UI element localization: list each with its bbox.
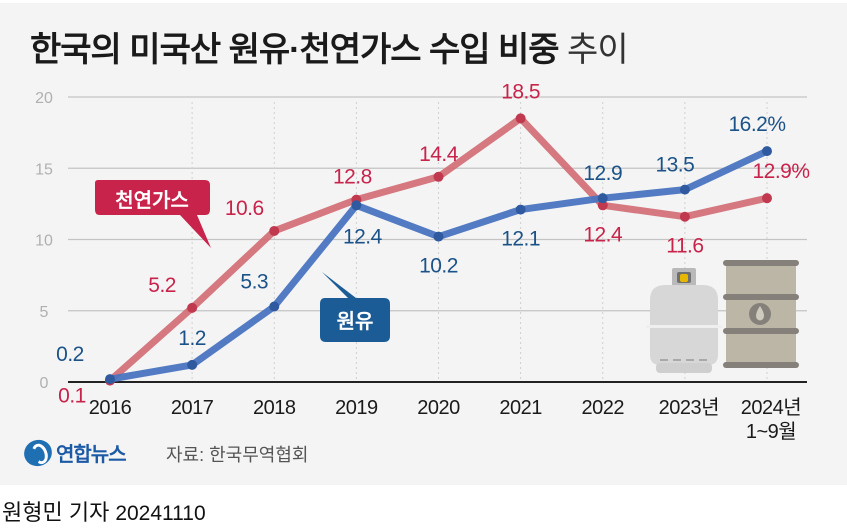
- data-label-oil: 13.5: [655, 154, 694, 177]
- data-point-gas: [433, 171, 444, 182]
- y-tick-label: 0: [40, 375, 49, 392]
- x-tick-label: 2021: [499, 397, 542, 419]
- title-main: 한국의 미국산 원유·천연가스 수입 비중: [30, 31, 560, 69]
- x-tick-label: 2024년: [741, 396, 801, 419]
- data-label-oil: 12.1: [501, 228, 540, 251]
- data-source: 자료: 한국무역협회: [166, 445, 309, 465]
- data-point-oil: [515, 204, 526, 215]
- x-tick-label: 2017: [171, 397, 214, 419]
- data-point-oil: [105, 374, 115, 385]
- gas-cylinder-icon: [646, 268, 722, 373]
- data-label-gas: 5.2: [148, 274, 176, 297]
- data-label-gas: 12.8: [333, 166, 372, 189]
- data-point-oil: [762, 146, 772, 157]
- chart-panel: [0, 3, 847, 485]
- data-label-oil: 1.2: [178, 327, 206, 350]
- data-point-gas: [515, 113, 526, 124]
- y-tick-label: 15: [35, 161, 53, 178]
- data-point-gas: [679, 211, 690, 222]
- data-label-oil: 12.9: [583, 162, 622, 185]
- data-label-gas: 14.4: [419, 143, 459, 166]
- data-label-gas: 12.9%: [752, 160, 809, 183]
- data-label-oil: 12.4: [343, 225, 383, 248]
- yonhap-logo-icon: [20, 435, 56, 470]
- legend-gas-label: 천연가스: [115, 189, 189, 212]
- data-point-gas: [187, 302, 198, 313]
- data-label-oil: 0.2: [56, 343, 84, 366]
- chart-title: 한국의 미국산 원유·천연가스 수입 비중 추이: [30, 22, 629, 71]
- x-tick-label: 2016: [89, 397, 132, 419]
- data-point-oil: [269, 301, 280, 312]
- data-label-gas: 12.4: [583, 223, 623, 246]
- x-tick-label: 2022: [582, 397, 625, 419]
- x-tick-label: 2019: [335, 397, 378, 419]
- logo-text: 연합뉴스: [56, 444, 127, 466]
- data-label-gas: 0.1: [58, 385, 86, 408]
- legend-gas-callout: 천연가스: [95, 180, 211, 248]
- legend-oil-label: 원유: [337, 310, 374, 333]
- x-tick-label: 2020: [417, 397, 460, 419]
- data-label-gas: 11.6: [666, 235, 703, 258]
- reporter-name: 원형민 기자: [2, 500, 110, 525]
- data-point-oil: [187, 359, 198, 370]
- data-point-oil: [433, 231, 444, 242]
- x-tick-label: 2018: [253, 397, 296, 419]
- data-label-oil: 10.2: [419, 255, 458, 278]
- data-label-oil: 16.2%: [728, 113, 785, 136]
- data-label-gas: 18.5: [501, 80, 540, 103]
- data-label-oil: 5.3: [240, 270, 268, 293]
- y-tick-label: 5: [40, 304, 49, 321]
- y-tick-label: 10: [35, 233, 53, 250]
- data-point-gas: [269, 225, 280, 236]
- byline: 원형민 기자 20241110: [2, 495, 206, 527]
- oil-barrel-icon: [723, 260, 799, 368]
- data-point-oil: [597, 193, 608, 204]
- data-point-gas: [597, 200, 608, 211]
- y-tick-label: 20: [35, 90, 53, 107]
- data-label-gas: 10.6: [225, 197, 264, 220]
- x-tick-label: 1~9월: [746, 420, 796, 443]
- x-tick-label: 2023년: [659, 396, 719, 419]
- data-point-gas: [762, 193, 772, 204]
- title-suffix: 추이: [567, 31, 629, 69]
- publish-date: 20241110: [115, 502, 206, 525]
- data-point-oil: [679, 184, 690, 195]
- illustrations: [646, 260, 799, 373]
- legend-oil-callout: 원유: [320, 272, 390, 342]
- data-point-oil: [351, 200, 362, 211]
- yonhap-logo: 연합뉴스: [20, 435, 127, 470]
